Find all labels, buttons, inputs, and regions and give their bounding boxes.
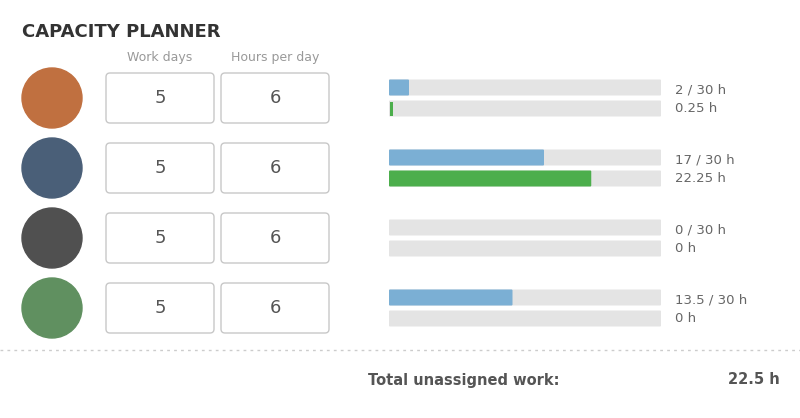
FancyBboxPatch shape <box>389 171 661 186</box>
FancyBboxPatch shape <box>389 150 661 166</box>
FancyBboxPatch shape <box>389 311 661 326</box>
FancyBboxPatch shape <box>221 143 329 193</box>
FancyBboxPatch shape <box>389 79 661 95</box>
FancyBboxPatch shape <box>221 213 329 263</box>
Text: 2 / 30 h: 2 / 30 h <box>675 84 726 97</box>
Text: 22.5 h: 22.5 h <box>728 372 780 387</box>
Text: Work days: Work days <box>127 51 193 64</box>
FancyBboxPatch shape <box>389 171 591 186</box>
Text: 17 / 30 h: 17 / 30 h <box>675 153 734 166</box>
Text: 6: 6 <box>270 89 281 107</box>
Text: 0 / 30 h: 0 / 30 h <box>675 224 726 237</box>
Circle shape <box>22 208 82 268</box>
Text: 0.25 h: 0.25 h <box>675 102 718 115</box>
FancyBboxPatch shape <box>389 79 409 95</box>
FancyBboxPatch shape <box>389 100 661 117</box>
Text: 5: 5 <box>154 229 166 247</box>
FancyBboxPatch shape <box>106 213 214 263</box>
Text: 6: 6 <box>270 159 281 177</box>
FancyBboxPatch shape <box>389 290 661 306</box>
Text: 6: 6 <box>270 229 281 247</box>
Text: 13.5 / 30 h: 13.5 / 30 h <box>675 293 747 306</box>
FancyBboxPatch shape <box>389 150 544 166</box>
Circle shape <box>22 68 82 128</box>
Text: 5: 5 <box>154 159 166 177</box>
Text: 5: 5 <box>154 89 166 107</box>
Text: CAPACITY PLANNER: CAPACITY PLANNER <box>22 23 221 41</box>
FancyBboxPatch shape <box>390 102 393 115</box>
Text: 0 h: 0 h <box>675 311 696 324</box>
FancyBboxPatch shape <box>106 73 214 123</box>
Text: 0 h: 0 h <box>675 242 696 255</box>
FancyBboxPatch shape <box>106 283 214 333</box>
Text: Hours per day: Hours per day <box>231 51 319 64</box>
Text: Total unassigned work:: Total unassigned work: <box>369 372 560 387</box>
Circle shape <box>22 278 82 338</box>
FancyBboxPatch shape <box>389 240 661 257</box>
Text: 22.25 h: 22.25 h <box>675 171 726 184</box>
Text: 5: 5 <box>154 299 166 317</box>
FancyBboxPatch shape <box>221 73 329 123</box>
FancyBboxPatch shape <box>106 143 214 193</box>
FancyBboxPatch shape <box>389 219 661 235</box>
FancyBboxPatch shape <box>221 283 329 333</box>
FancyBboxPatch shape <box>389 290 513 306</box>
Text: 6: 6 <box>270 299 281 317</box>
Circle shape <box>22 138 82 198</box>
